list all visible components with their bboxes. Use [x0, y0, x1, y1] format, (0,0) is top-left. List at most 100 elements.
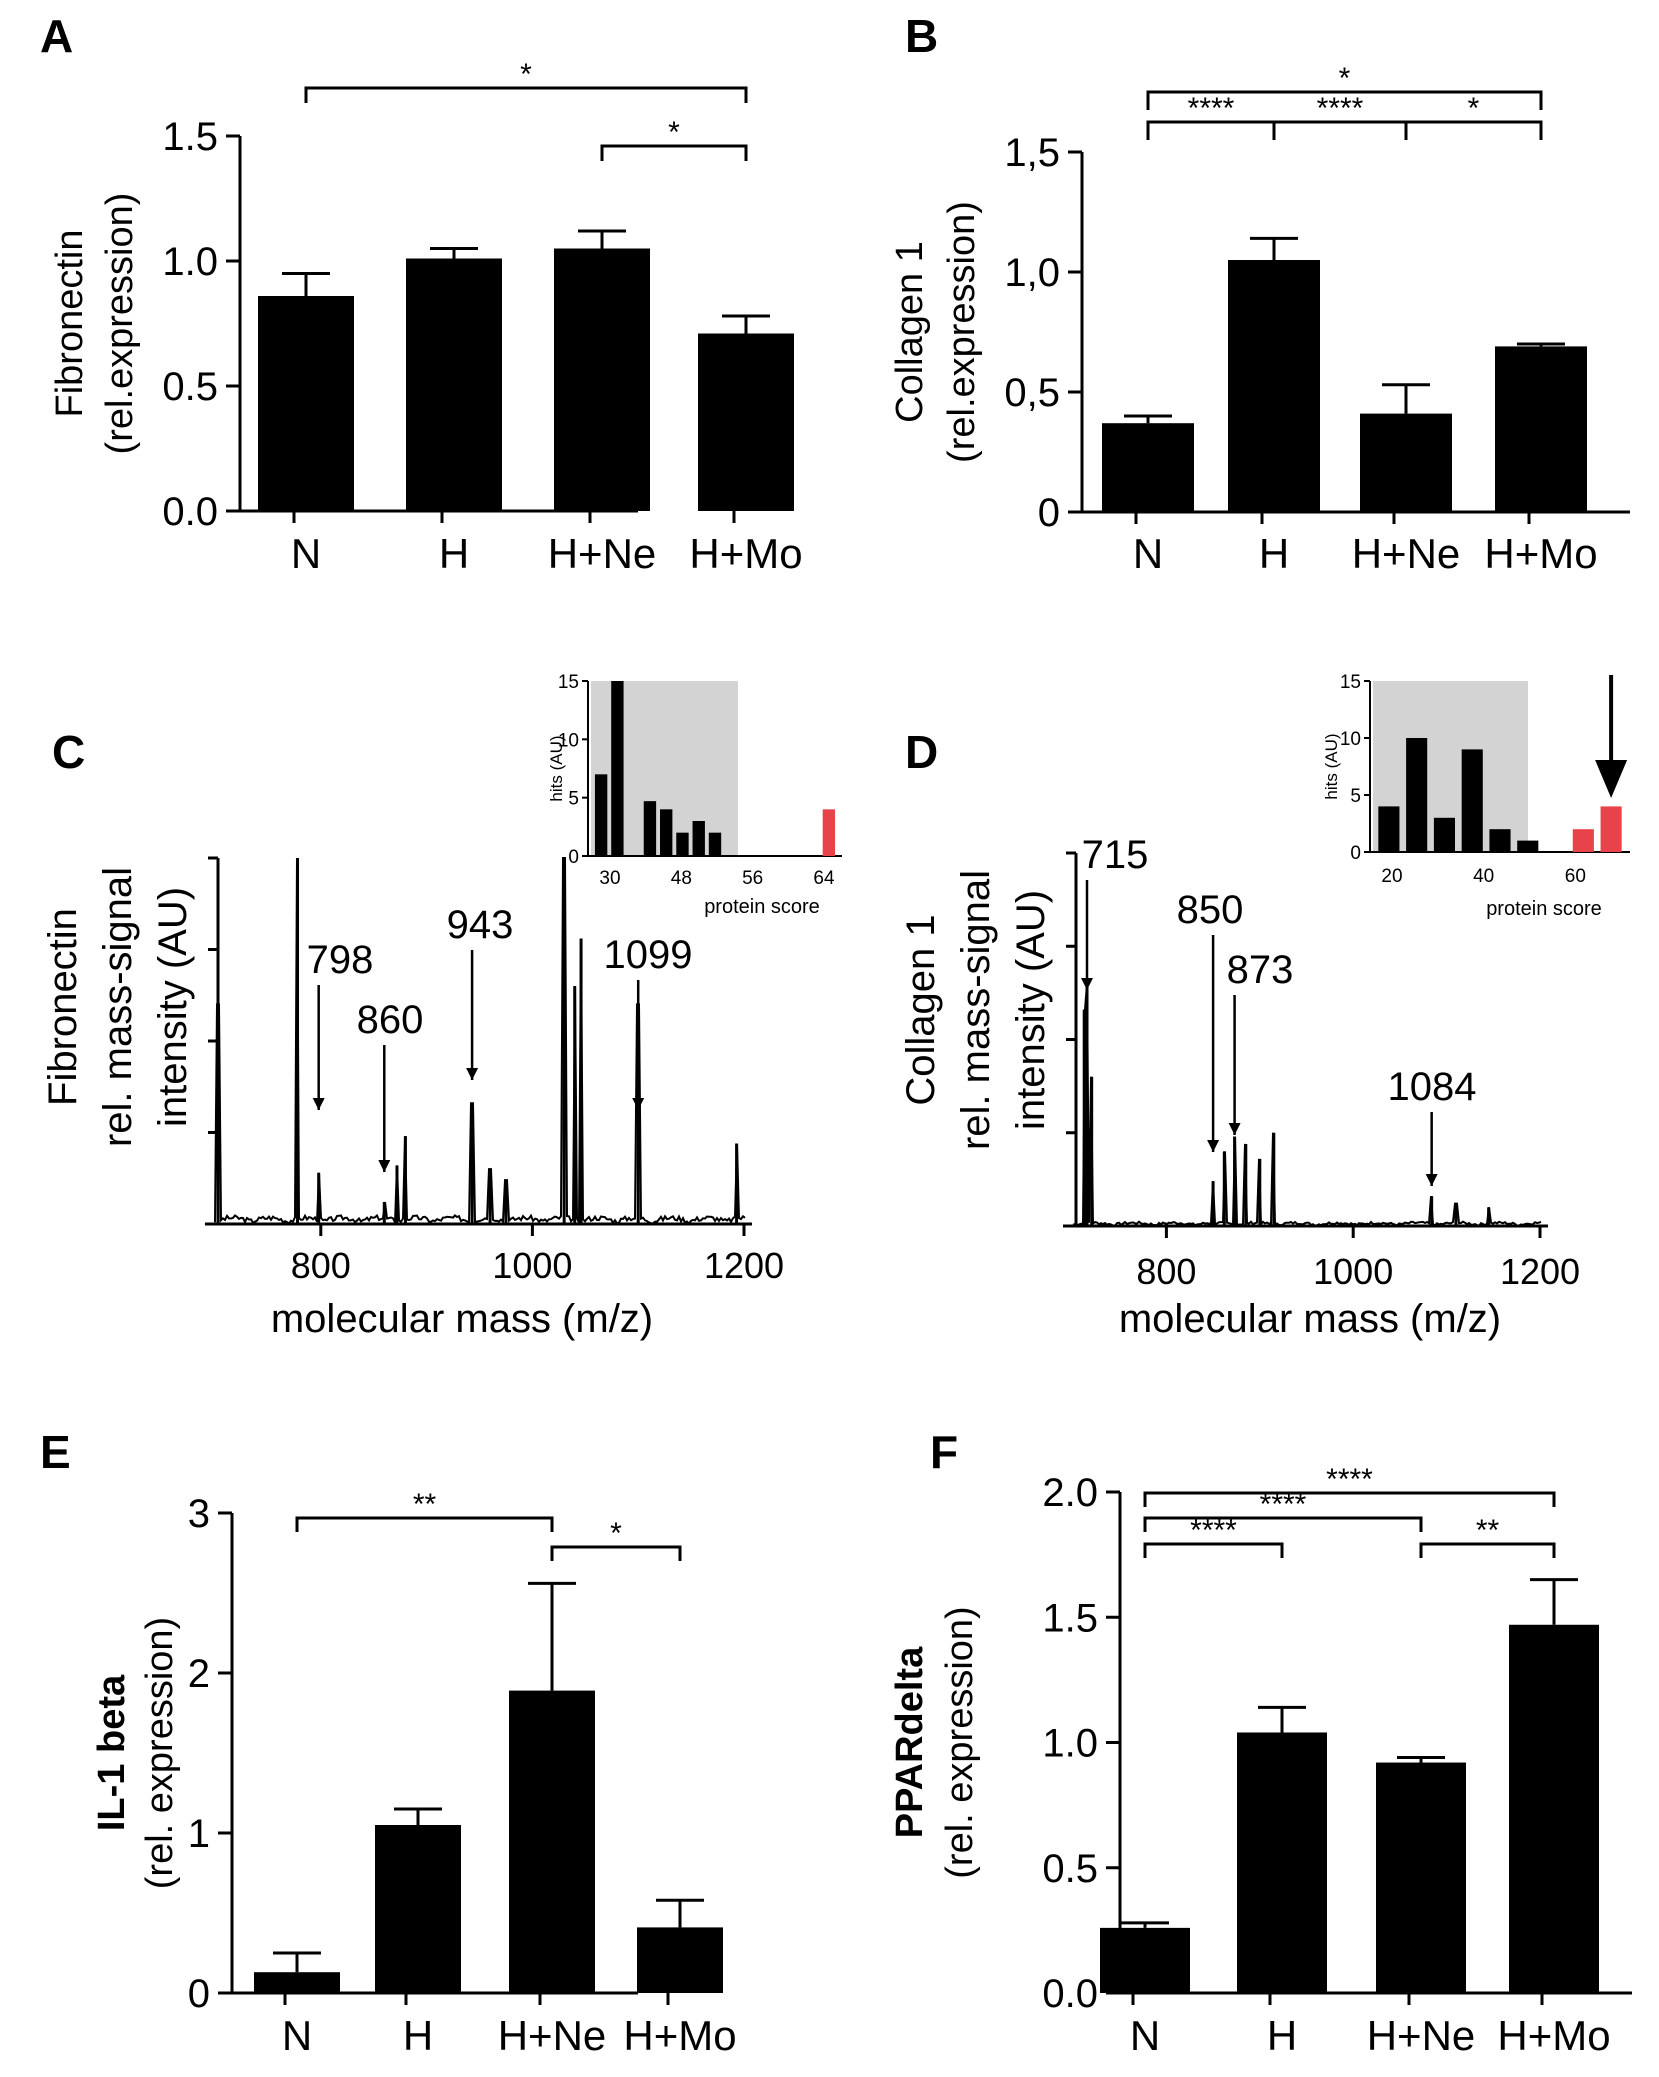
inset-y-tick-label: 15 [1340, 672, 1361, 693]
bar-H+Mo [1495, 346, 1587, 512]
y-tick-label: 1 [188, 1812, 210, 1856]
inset-x-tick-label: 48 [671, 868, 692, 889]
bar-H [1237, 1732, 1327, 1993]
y-tick-label: 1,5 [1004, 131, 1060, 175]
inset-y-tick-label: 15 [558, 672, 579, 693]
inset-chart: 0 5 10 15 30 48 56 64 protein score hits (AU) [547, 672, 842, 918]
spectrum-line [1072, 983, 1542, 1228]
inset-bar [1433, 817, 1455, 852]
bar-H+Mo [1509, 1624, 1599, 1993]
inset-bar [611, 681, 624, 856]
y-tick-label: 1.5 [1042, 1596, 1098, 1640]
arrow-head [1228, 1123, 1241, 1135]
significance-bracket [1143, 1516, 1423, 1532]
inset-x-tick-label: 64 [813, 868, 835, 889]
significance-bracket [1143, 1542, 1284, 1558]
y-tick-label: 0.5 [1042, 1847, 1098, 1891]
significance-label: **** [1188, 92, 1235, 125]
y-tick-label: 1.0 [1042, 1722, 1098, 1766]
inset-bar [594, 774, 608, 856]
inset-x-axis-label: protein score [1486, 898, 1602, 920]
y-tick-label: 1.0 [162, 240, 218, 284]
y-tick-label: 0.0 [162, 490, 218, 534]
significance-label: ** [1476, 1514, 1500, 1547]
inset-y-tick-label: 5 [568, 789, 579, 810]
category-label: N [1133, 530, 1163, 577]
inset-bar [1489, 829, 1511, 852]
inset-y-tick-label: 5 [1350, 786, 1361, 807]
inset-bar-highlight [1600, 806, 1622, 852]
panel-a: A 0.0 0.5 1.0 1.5 Fibronectin (rel.expression)… [40, 10, 803, 577]
y-tick-label: 2 [188, 1652, 210, 1696]
y-axis-sublabel: (rel. expression) [939, 1606, 981, 1878]
panel-b: B 0 0,5 1,0 1,5 Collagen 1 (rel.expression) N H H… [889, 10, 1630, 577]
peak-label: 1099 [604, 933, 693, 977]
peak-label: 873 [1227, 948, 1294, 992]
inset-bar [1461, 749, 1483, 852]
y-tick-label: 0 [1038, 491, 1060, 535]
panel-f: F 0.0 0.5 1.0 1.5 2.0 PPARdelta (rel. expressio… [889, 1426, 1632, 2059]
peak-label: 860 [357, 998, 424, 1042]
inset-y-tick-label: 10 [558, 730, 579, 751]
y-axis-label: intensity (AU) [1009, 890, 1053, 1130]
significance-label: **** [1326, 1463, 1373, 1496]
panel-e: E 0 1 2 3 IL-1 beta (rel. expression) N H H+Ne H+M… [40, 1426, 737, 2059]
category-label: N [282, 2012, 312, 2059]
panel-label: F [930, 1426, 958, 1478]
inset-x-tick-label: 40 [1473, 866, 1494, 887]
inset-bar [660, 809, 673, 856]
bar-H+Ne [1376, 1762, 1466, 1993]
x-tick-label: 1200 [704, 1245, 784, 1286]
category-label: H+Mo [689, 530, 802, 577]
inset-bar [708, 832, 722, 856]
inset-x-tick-label: 60 [1565, 866, 1586, 887]
panel-label: B [905, 10, 938, 62]
x-axis-label: molecular mass (m/z) [271, 1297, 653, 1341]
y-axis-label: PPARdelta [889, 1646, 931, 1838]
inset-x-tick-label: 30 [599, 868, 620, 889]
inset-bar [692, 821, 705, 856]
bar-H+Ne [509, 1690, 595, 1993]
significance-bracket [1146, 90, 1543, 110]
bar-N [1102, 423, 1194, 512]
bar-H+Mo [637, 1927, 723, 1993]
bar-H [1228, 260, 1320, 512]
panel-label: A [40, 10, 73, 62]
arrow-head [1425, 1174, 1438, 1186]
significance-label: * [610, 1517, 622, 1550]
significance-label: * [1468, 92, 1480, 125]
category-label: H+Mo [1484, 530, 1597, 577]
y-tick-label: 0.0 [1042, 1972, 1098, 2016]
category-label: H [1259, 530, 1289, 577]
panel-d: D 800 1000 1200 715 850 873 1084 Collagen 1 rel. … [899, 672, 1630, 1341]
significance-bracket [304, 86, 748, 103]
y-axis-sublabel: (rel.expression) [99, 193, 141, 455]
spectrum-line [214, 857, 746, 1226]
y-tick-label: 1.5 [162, 115, 218, 159]
category-label: H+Mo [623, 2012, 736, 2059]
arrow-head [466, 1068, 479, 1080]
y-tick-label: 0,5 [1004, 371, 1060, 415]
y-axis-label: Collagen 1 [889, 241, 931, 423]
category-label: H [403, 2012, 433, 2059]
x-axis-label: molecular mass (m/z) [1119, 1297, 1501, 1341]
significance-label: * [1339, 62, 1351, 95]
inset-y-tick-label: 0 [568, 847, 579, 868]
category-label: N [1130, 2012, 1160, 2059]
y-axis-label: rel. mass-signal [954, 870, 998, 1150]
y-axis-label: Collagen 1 [899, 914, 943, 1105]
significance-label: ** [413, 1488, 437, 1521]
x-tick-label: 800 [291, 1245, 351, 1286]
y-axis-label: Fibronectin [49, 230, 91, 418]
y-axis-sublabel: (rel. expression) [139, 1617, 181, 1889]
peak-label: 1084 [1388, 1065, 1477, 1109]
y-tick-label: 0 [188, 1972, 210, 2016]
category-label: H+Ne [498, 2012, 607, 2059]
x-tick-label: 1000 [1313, 1251, 1393, 1292]
category-label: H+Mo [1497, 2012, 1610, 2059]
y-axis-sublabel: (rel.expression) [941, 201, 983, 463]
inset-x-axis-label: protein score [704, 896, 820, 918]
inset-x-tick-label: 20 [1381, 866, 1402, 887]
highlight-arrow-head [1595, 760, 1628, 798]
